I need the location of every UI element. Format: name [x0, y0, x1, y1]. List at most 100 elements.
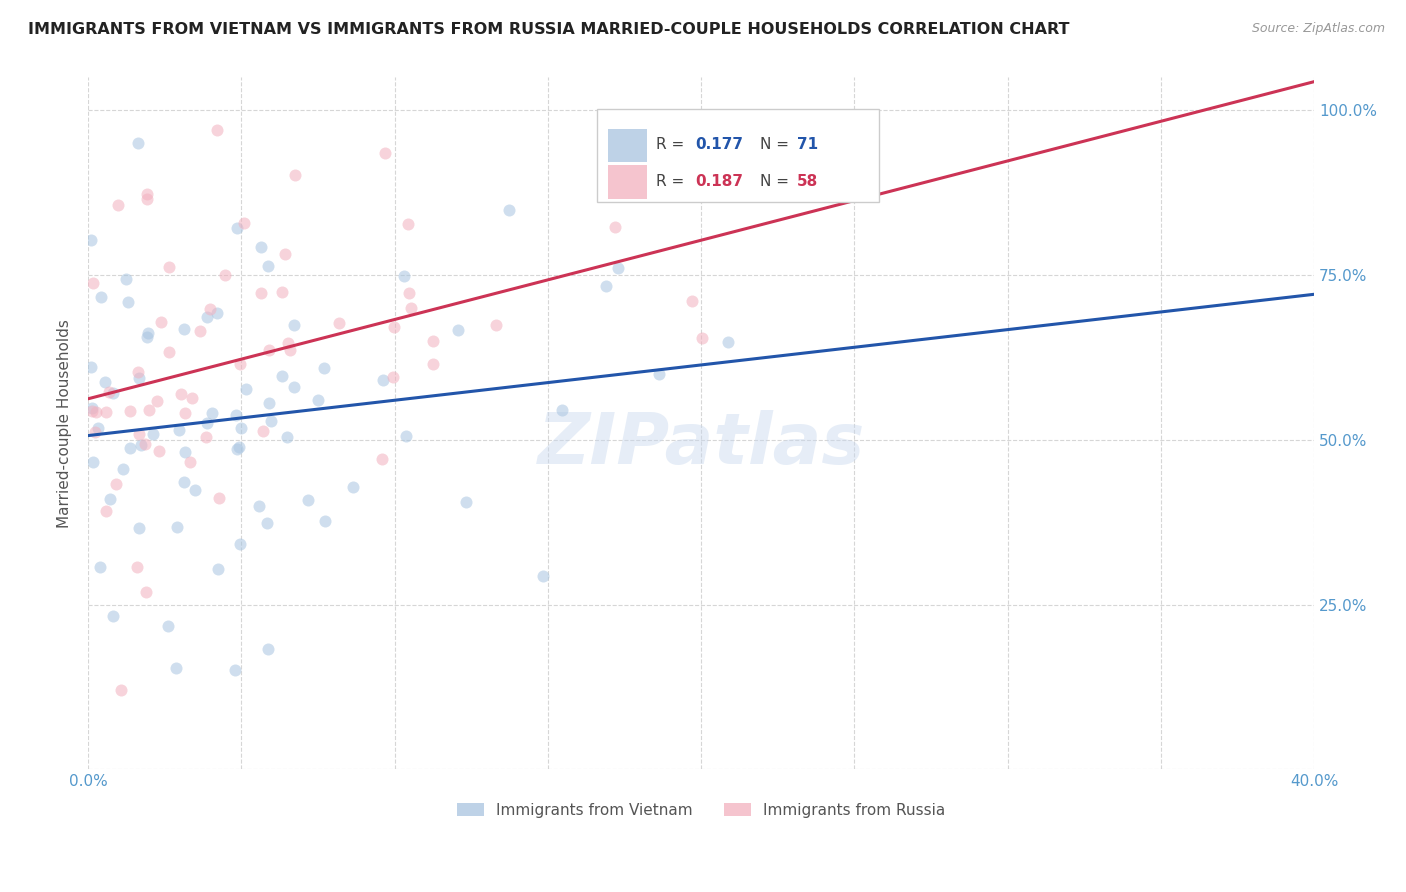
Text: 0.187: 0.187 — [695, 174, 742, 189]
Point — [283, 318, 305, 333]
Point — [165, 661, 187, 675]
Point — [276, 429, 298, 443]
Point — [201, 406, 224, 420]
Point — [98, 491, 121, 506]
Point — [257, 343, 280, 357]
Point — [205, 306, 228, 320]
Point — [107, 198, 129, 212]
Point — [87, 421, 110, 435]
Point — [120, 404, 142, 418]
Point — [257, 396, 280, 410]
Point — [312, 360, 335, 375]
Point — [179, 455, 201, 469]
Point — [111, 462, 134, 476]
Text: R =: R = — [655, 174, 689, 189]
Point — [342, 480, 364, 494]
Point — [647, 367, 669, 381]
Point — [690, 331, 713, 345]
Point — [200, 301, 222, 316]
Point — [93, 375, 115, 389]
Point — [159, 260, 181, 274]
Point — [146, 393, 169, 408]
Text: N =: N = — [761, 137, 794, 152]
Point — [270, 285, 292, 299]
Point — [717, 334, 740, 349]
FancyBboxPatch shape — [607, 165, 647, 199]
Point — [195, 310, 218, 325]
Point — [136, 326, 159, 340]
Text: N =: N = — [761, 174, 794, 189]
Point — [134, 437, 156, 451]
Point — [607, 260, 630, 275]
Point — [127, 136, 149, 151]
Point — [188, 324, 211, 338]
Point — [135, 186, 157, 201]
Point — [605, 219, 627, 234]
Legend: Immigrants from Vietnam, Immigrants from Russia: Immigrants from Vietnam, Immigrants from… — [450, 797, 952, 824]
Point — [128, 520, 150, 534]
Point — [395, 429, 418, 443]
Point — [278, 343, 301, 357]
Point — [157, 619, 180, 633]
Point — [197, 416, 219, 430]
Point — [129, 438, 152, 452]
Point — [82, 404, 104, 418]
Point — [224, 664, 246, 678]
Text: R =: R = — [655, 137, 689, 152]
Point — [148, 444, 170, 458]
Text: 58: 58 — [797, 174, 818, 189]
Point — [142, 426, 165, 441]
Point — [157, 345, 180, 359]
Point — [371, 373, 394, 387]
Point — [96, 405, 118, 419]
Point — [283, 379, 305, 393]
Point — [277, 336, 299, 351]
Text: ZIPatlas: ZIPatlas — [537, 409, 865, 479]
Point — [270, 368, 292, 383]
Point — [184, 483, 207, 497]
Text: IMMIGRANTS FROM VIETNAM VS IMMIGRANTS FROM RUSSIA MARRIED-COUPLE HOUSEHOLDS CORR: IMMIGRANTS FROM VIETNAM VS IMMIGRANTS FR… — [28, 22, 1070, 37]
Point — [170, 387, 193, 401]
Point — [135, 585, 157, 599]
Point — [117, 295, 139, 310]
Point — [401, 301, 423, 315]
Point — [233, 216, 256, 230]
Text: 0.177: 0.177 — [695, 137, 742, 152]
Point — [127, 365, 149, 379]
Point — [531, 569, 554, 583]
Point — [96, 504, 118, 518]
Point — [250, 285, 273, 300]
Point — [370, 451, 392, 466]
Point — [194, 430, 217, 444]
Point — [174, 445, 197, 459]
Point — [681, 293, 703, 308]
Point — [138, 402, 160, 417]
Point — [136, 192, 159, 206]
Point — [422, 334, 444, 348]
Point — [80, 360, 103, 375]
Point — [135, 330, 157, 344]
Point — [498, 203, 520, 218]
Point — [82, 276, 104, 290]
Point — [127, 560, 149, 574]
Point — [447, 323, 470, 337]
Point — [80, 233, 103, 247]
Point — [550, 403, 572, 417]
Point — [80, 401, 103, 415]
Point — [89, 560, 111, 574]
Point — [396, 217, 419, 231]
Point — [229, 537, 252, 551]
Point — [226, 442, 249, 456]
Point — [382, 370, 405, 384]
Point — [398, 285, 420, 300]
Point — [235, 382, 257, 396]
Point — [120, 441, 142, 455]
Point — [229, 421, 252, 435]
Point — [257, 642, 280, 657]
Point — [82, 455, 104, 469]
Point — [83, 425, 105, 440]
Point — [260, 414, 283, 428]
Point — [297, 493, 319, 508]
Point — [90, 290, 112, 304]
Point — [174, 406, 197, 420]
